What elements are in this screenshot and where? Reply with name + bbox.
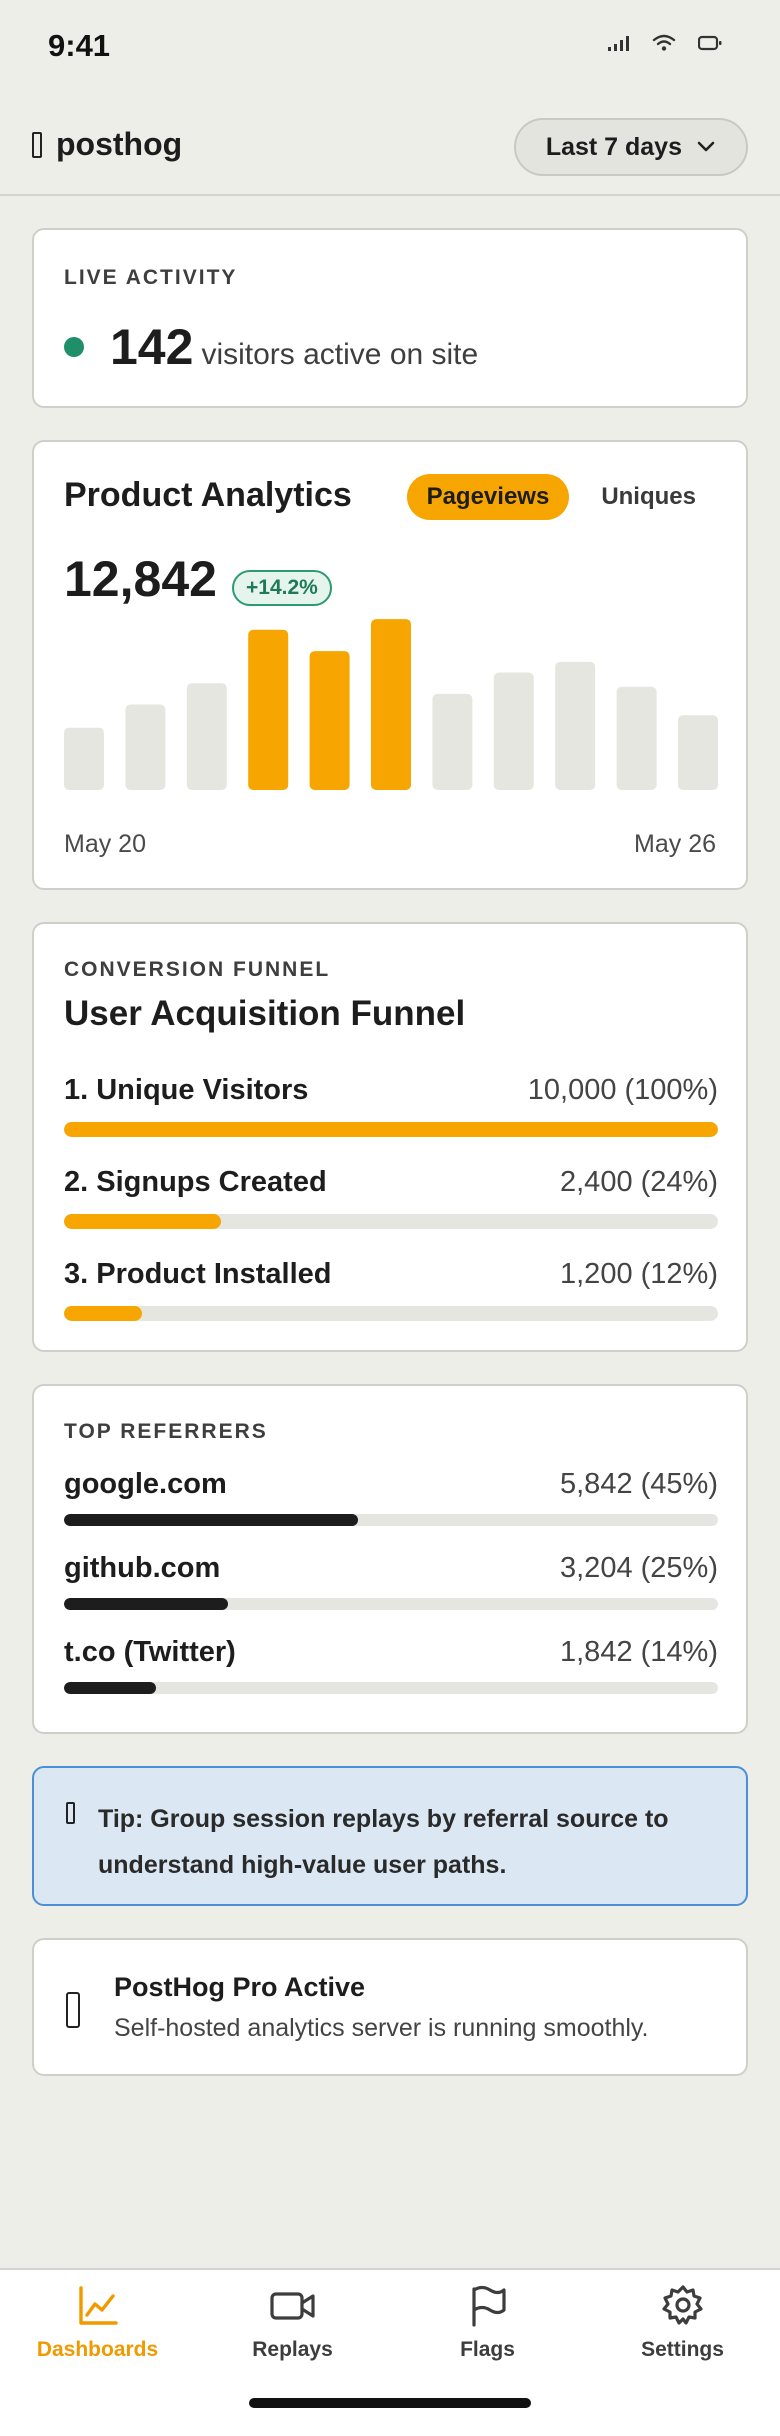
chart-icon xyxy=(78,2286,118,2325)
pageviews-bar-chart xyxy=(64,619,718,790)
live-activity-row: 142 visitors active on site xyxy=(64,318,478,376)
live-activity-card: LIVE ACTIVITY 142 visitors active on sit… xyxy=(32,228,748,408)
product-analytics-card: Product Analytics Pageviews Uniques 12,8… xyxy=(32,440,748,890)
toggle-uniques[interactable]: Uniques xyxy=(601,483,696,510)
chart-bar[interactable] xyxy=(493,672,534,790)
funnel-step[interactable]: 3. Product Installed 1,200 (12%) xyxy=(64,1258,718,1321)
funnel-step-fill xyxy=(64,1306,143,1321)
analytics-title: Product Analytics xyxy=(64,476,352,514)
analytics-total: 12,842 xyxy=(64,551,217,607)
chart-bar[interactable] xyxy=(616,686,657,790)
gear-icon xyxy=(661,2285,703,2325)
funnel-step-value: 2,400 (24%) xyxy=(560,1166,718,1198)
referrer-row[interactable]: github.com 3,204 (25%) xyxy=(64,1552,718,1610)
status-icons xyxy=(608,34,722,52)
tab-label: Flags xyxy=(460,2338,515,2361)
live-activity-eyebrow: LIVE ACTIVITY xyxy=(64,266,238,289)
metric-toggle: Pageviews Uniques xyxy=(406,474,716,520)
funnel-step-fill xyxy=(64,1214,221,1229)
top-referrers-card: TOP REFERRERS google.com 5,842 (45%) git… xyxy=(32,1384,748,1734)
referrer-value: 5,842 (45%) xyxy=(560,1468,718,1500)
chart-bar[interactable] xyxy=(186,683,227,790)
tab-flags[interactable]: Flags xyxy=(390,2284,585,2362)
funnel-step-fill xyxy=(64,1122,718,1137)
battery-icon xyxy=(698,35,722,51)
funnel-step-track xyxy=(64,1214,718,1229)
chart-bar[interactable] xyxy=(432,693,473,790)
tab-label: Dashboards xyxy=(36,2338,159,2361)
chart-bar[interactable] xyxy=(309,651,350,790)
referrer-track xyxy=(64,1514,718,1526)
funnel-title: User Acquisition Funnel xyxy=(64,994,466,1033)
chart-end-date: May 26 xyxy=(634,830,716,858)
app-header: posthog Last 7 days xyxy=(0,96,780,196)
date-range-label: Last 7 days xyxy=(545,132,682,161)
referrer-track xyxy=(64,1682,718,1694)
tip-text: Tip: Group session replays by referral s… xyxy=(98,1805,669,1879)
wifi-icon xyxy=(652,34,676,51)
analytics-delta-badge: +14.2% xyxy=(232,570,332,606)
tab-label: Replays xyxy=(252,2338,333,2361)
referrer-fill xyxy=(64,1598,228,1610)
referrer-track xyxy=(64,1598,718,1610)
status-bar: 9:41 xyxy=(0,0,780,96)
bottom-tab-bar: Dashboards Replays Flags Settings xyxy=(0,2268,780,2436)
brand-logo-icon xyxy=(32,131,42,158)
tab-label: Settings xyxy=(641,2338,724,2361)
pro-title: PostHog Pro Active xyxy=(114,1972,366,2002)
funnel-step-value: 1,200 (12%) xyxy=(560,1258,718,1290)
funnel-step-label: 2. Signups Created xyxy=(64,1166,327,1198)
chevron-down-icon xyxy=(697,141,715,152)
funnel-step[interactable]: 1. Unique Visitors 10,000 (100%) xyxy=(64,1074,718,1137)
funnel-step-track xyxy=(64,1122,718,1137)
referrer-value: 1,842 (14%) xyxy=(560,1636,718,1668)
funnel-eyebrow: CONVERSION FUNNEL xyxy=(64,958,331,981)
pro-status-card: PostHog Pro Active Self-hosted analytics… xyxy=(32,1938,748,2076)
toggle-pageviews[interactable]: Pageviews xyxy=(406,474,570,520)
referrer-label: github.com xyxy=(64,1552,221,1584)
referrer-row[interactable]: t.co (Twitter) 1,842 (14%) xyxy=(64,1636,718,1694)
tab-dashboards[interactable]: Dashboards xyxy=(0,2284,195,2362)
lightbulb-icon xyxy=(66,1802,75,1824)
live-visitor-count: 142 xyxy=(110,319,194,375)
live-status-dot-icon xyxy=(64,337,84,357)
funnel-step-label: 1. Unique Visitors xyxy=(64,1074,309,1106)
referrer-value: 3,204 (25%) xyxy=(560,1552,718,1584)
chart-bar[interactable] xyxy=(125,704,166,790)
chart-bar[interactable] xyxy=(678,715,718,790)
status-time: 9:41 xyxy=(48,28,111,63)
chart-bar[interactable] xyxy=(555,661,596,790)
signal-icon xyxy=(608,36,629,51)
chart-bar[interactable] xyxy=(248,629,289,790)
live-visitor-label: visitors active on site xyxy=(201,338,479,371)
funnel-step-label: 3. Product Installed xyxy=(64,1258,332,1290)
referrer-row[interactable]: google.com 5,842 (45%) xyxy=(64,1468,718,1526)
referrer-fill xyxy=(64,1514,359,1526)
tab-settings[interactable]: Settings xyxy=(585,2284,780,2362)
home-indicator xyxy=(249,2398,531,2408)
brand-name: posthog xyxy=(56,126,183,162)
date-range-button[interactable]: Last 7 days xyxy=(513,118,748,176)
referrer-label: t.co (Twitter) xyxy=(64,1636,236,1668)
brand[interactable]: posthog xyxy=(32,126,182,163)
funnel-step-track xyxy=(64,1306,718,1321)
server-icon xyxy=(66,1992,80,2028)
referrer-fill xyxy=(64,1682,156,1694)
video-icon xyxy=(269,2292,315,2320)
tab-replays[interactable]: Replays xyxy=(195,2284,390,2362)
chart-bar[interactable] xyxy=(64,727,104,790)
chart-bar[interactable] xyxy=(371,619,411,790)
chart-start-date: May 20 xyxy=(64,830,146,858)
referrer-label: google.com xyxy=(64,1468,227,1500)
flag-icon xyxy=(471,2285,506,2327)
funnel-step[interactable]: 2. Signups Created 2,400 (24%) xyxy=(64,1166,718,1229)
conversion-funnel-card: CONVERSION FUNNEL User Acquisition Funne… xyxy=(32,922,748,1352)
referrers-eyebrow: TOP REFERRERS xyxy=(64,1420,268,1443)
tip-banner[interactable]: Tip: Group session replays by referral s… xyxy=(32,1766,748,1906)
pro-subtitle: Self-hosted analytics server is running … xyxy=(114,2014,649,2042)
funnel-step-value: 10,000 (100%) xyxy=(527,1074,718,1106)
